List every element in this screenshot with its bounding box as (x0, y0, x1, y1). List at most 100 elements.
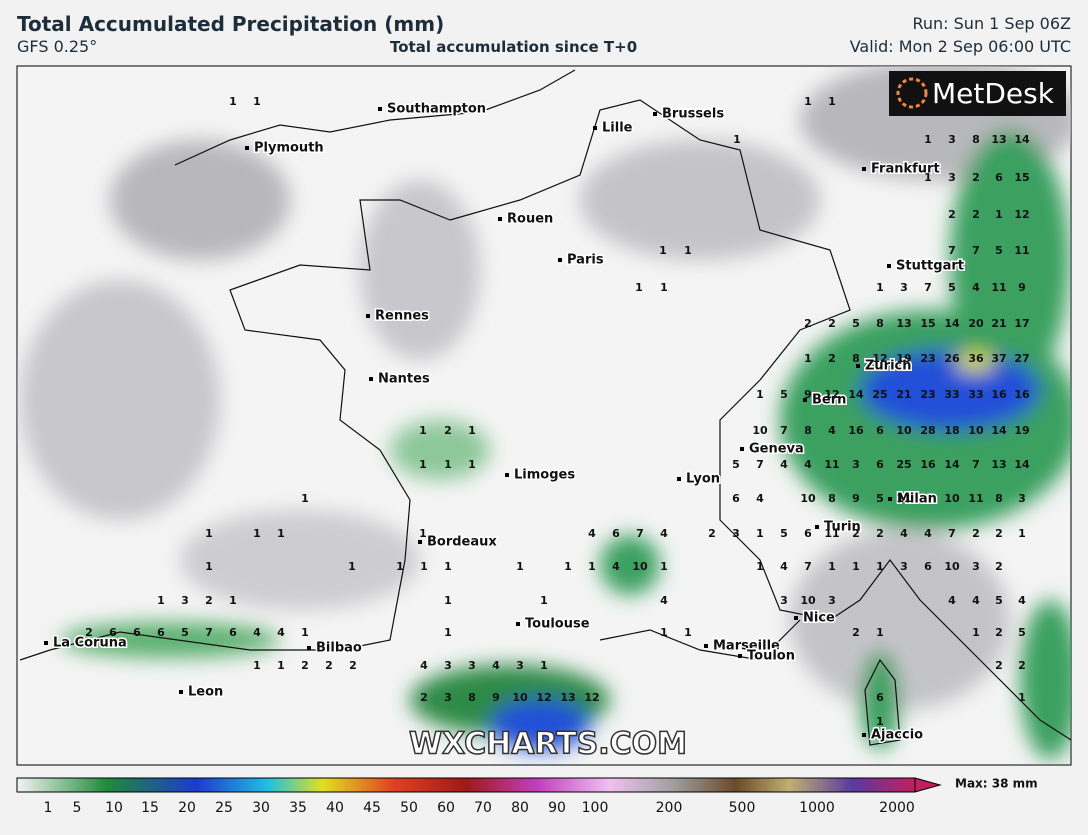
colorbar-label: 200 (656, 800, 683, 816)
precip-value: 3 (1018, 492, 1026, 505)
precip-value: 2 (420, 691, 428, 704)
precip-value: 12 (1014, 208, 1029, 221)
precip-value: 14 (1014, 133, 1030, 146)
city-marker (505, 473, 509, 477)
precip-value: 4 (804, 458, 812, 471)
precip-value: 1 (516, 560, 524, 573)
precip-value: 2 (1018, 659, 1026, 672)
precip-value: 1 (684, 244, 692, 257)
precip-value: 1 (733, 133, 741, 146)
precip-value: 3 (900, 281, 908, 294)
precip-value: 18 (944, 424, 959, 437)
precip-value: 5 (780, 527, 788, 540)
precip-value: 6 (924, 560, 932, 573)
precip-value: 7 (948, 527, 956, 540)
precip-value: 7 (804, 560, 812, 573)
city-marker (794, 616, 798, 620)
precip-value: 1 (1018, 691, 1026, 704)
precip-value: 21 (991, 317, 1006, 330)
precip-value: 10 (752, 424, 768, 437)
precip-value: 1 (972, 626, 980, 639)
precip-value: 1 (876, 626, 884, 639)
precip-value: 1 (419, 424, 427, 437)
city-label: Bilbao (316, 641, 362, 656)
precip-value: 12 (872, 352, 887, 365)
precip-value: 7 (948, 244, 956, 257)
precip-value: 2 (349, 659, 357, 672)
subtitle: Total accumulation since T+0 (390, 38, 638, 56)
precip-value: 9 (1018, 281, 1026, 294)
precip-value: 6 (876, 458, 884, 471)
precip-value: 1 (564, 560, 572, 573)
precip-value: 10 (944, 560, 960, 573)
precip-value: 2 (972, 527, 980, 540)
precip-value: 3 (468, 659, 476, 672)
precip-value: 13 (896, 317, 911, 330)
city-label: Southampton (387, 102, 486, 117)
precip-value: 5 (732, 458, 740, 471)
city-label: Stuttgart (896, 259, 964, 274)
precip-value: 10 (800, 594, 816, 607)
precip-value: 4 (948, 594, 956, 607)
city-label: Limoges (514, 468, 575, 483)
precip-value: 4 (828, 424, 836, 437)
city-label: Geneva (749, 442, 804, 457)
city-label: Nantes (378, 372, 430, 387)
precip-value: 4 (253, 626, 261, 639)
city-label: Lyon (686, 472, 720, 487)
precip-value: 1 (444, 626, 452, 639)
city-marker (593, 126, 597, 130)
precip-value: 6 (133, 626, 141, 639)
city-label: Lille (602, 121, 633, 136)
precip-value: 1 (684, 626, 692, 639)
city-label: Brussels (662, 107, 724, 122)
city-marker (856, 364, 860, 368)
city-marker (366, 314, 370, 318)
precip-value: 9 (852, 492, 860, 505)
precip-value: 5 (780, 388, 788, 401)
precip-value: 3 (852, 458, 860, 471)
city-marker (815, 525, 819, 529)
precip-value: 2 (325, 659, 333, 672)
precip-value: 7 (780, 424, 788, 437)
precip-value: 2 (708, 527, 716, 540)
precip-value: 1 (660, 560, 668, 573)
precip-value: 2 (995, 560, 1003, 573)
colorbar-label: 45 (363, 800, 381, 816)
precip-value: 11 (824, 527, 839, 540)
colorbar-label: 10 (105, 800, 123, 816)
city-marker (498, 217, 502, 221)
precip-value: 1 (396, 560, 404, 573)
city-label: Nice (803, 611, 835, 626)
precip-value: 2 (995, 527, 1003, 540)
city-marker (862, 733, 866, 737)
precip-value: 1 (876, 560, 884, 573)
precip-value: 3 (948, 133, 956, 146)
precip-value: 12 (536, 691, 551, 704)
precip-value: 5 (181, 626, 189, 639)
precip-value: 3 (828, 594, 836, 607)
precip-value: 10 (896, 424, 912, 437)
city-marker (862, 167, 866, 171)
precip-value: 7 (636, 527, 644, 540)
precip-value: 3 (948, 171, 956, 184)
precip-value: 4 (756, 492, 764, 505)
precip-value: 16 (848, 424, 864, 437)
precip-value: 4 (780, 560, 788, 573)
precip-value: 8 (468, 691, 476, 704)
precip-value: 1 (876, 281, 884, 294)
precip-value: 36 (968, 352, 984, 365)
precip-value: 1 (277, 527, 285, 540)
precip-value: 3 (444, 659, 452, 672)
precip-value: 21 (896, 388, 911, 401)
precip-value: 19 (1014, 424, 1029, 437)
precip-value: 2 (995, 626, 1003, 639)
precip-value: 15 (920, 317, 935, 330)
city-label: Leon (188, 685, 223, 700)
precip-value: 2 (205, 594, 213, 607)
precip-value: 11 (1014, 244, 1029, 257)
precip-value: 6 (876, 424, 884, 437)
max-label: Max: 38 mm (955, 777, 1038, 791)
precip-value: 1 (924, 171, 932, 184)
